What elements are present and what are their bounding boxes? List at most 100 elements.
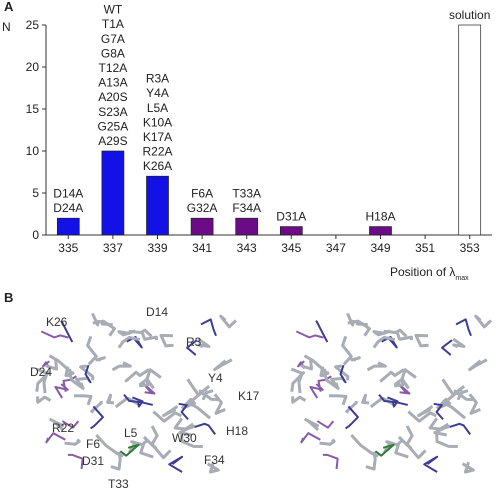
structure-bond	[84, 364, 92, 384]
residue-label: W30	[172, 431, 197, 445]
structure-bond	[128, 328, 153, 338]
structure-bond	[441, 339, 453, 356]
bar-label: T1A	[102, 17, 124, 31]
structure-bond	[162, 405, 178, 418]
structure-bond	[95, 355, 106, 362]
bar-label: G8A	[101, 46, 125, 60]
structure-bond	[67, 453, 84, 470]
structure-bond	[395, 331, 413, 341]
structure-bond	[433, 402, 444, 421]
structure-bond	[219, 314, 238, 329]
structure-bond	[414, 333, 429, 348]
structure-bond	[330, 376, 345, 389]
structure-bond	[394, 439, 409, 459]
structure-bond	[361, 393, 370, 405]
structure-bond	[73, 394, 93, 406]
x-tick-label: 339	[147, 241, 167, 255]
y-axis-label: N	[2, 20, 11, 34]
structure-bond	[397, 435, 427, 460]
structure-bond	[40, 330, 69, 339]
structure-bond	[303, 417, 320, 432]
structure-bond	[295, 330, 324, 339]
bar-label: R22A	[142, 145, 172, 159]
bar-label: G25A	[98, 119, 129, 133]
structure-bond	[178, 402, 189, 421]
x-tick-label: 345	[281, 241, 301, 255]
structure-bond	[139, 439, 154, 459]
structure-bond	[378, 394, 409, 406]
structure-bond	[372, 335, 396, 349]
structure-bond	[366, 361, 387, 372]
bar-label: Y4A	[146, 86, 169, 100]
residue-label: D31	[82, 454, 104, 468]
structure-bond	[428, 417, 450, 431]
structure-bond	[168, 455, 184, 473]
x-axis-label-main: Position of λ	[390, 265, 455, 279]
bar	[235, 217, 259, 236]
bar-label: G7A	[101, 32, 125, 46]
structure-bond	[452, 337, 466, 349]
structure-bond	[213, 393, 226, 415]
structure-bond	[142, 435, 172, 460]
structure-bond	[117, 335, 141, 349]
panel-label: A	[4, 0, 14, 14]
structure-bond	[423, 455, 439, 473]
structure-bond	[319, 438, 336, 446]
bar-label: T12A	[99, 61, 128, 75]
structure-bond	[468, 358, 488, 372]
panel-label: B	[4, 290, 13, 305]
structure-bond	[372, 329, 391, 337]
structure-bond	[61, 420, 80, 429]
bar-label: solution	[449, 8, 490, 22]
residue-label: Y4	[208, 371, 223, 385]
bar-label: A13A	[98, 76, 127, 90]
structure-bond	[86, 335, 98, 366]
x-axis-label-sub: max	[455, 275, 469, 282]
structure-bond	[213, 358, 233, 372]
x-tick-label: 343	[237, 241, 257, 255]
bar-label: A29S	[98, 134, 127, 148]
structure-bond	[142, 382, 156, 395]
x-tick-label: 349	[370, 241, 390, 255]
structure-bond	[117, 329, 136, 337]
structure-bond	[345, 405, 359, 430]
structure-bond	[150, 425, 159, 450]
bar	[279, 226, 303, 236]
structure-bond	[441, 378, 466, 397]
structure-bond	[60, 320, 74, 343]
bar-label: G32A	[187, 201, 218, 215]
structure-bond	[186, 339, 198, 356]
y-tick-label: 10	[26, 144, 40, 158]
bar-label: D31A	[276, 210, 306, 224]
structure-bond	[347, 319, 371, 337]
structure-bond	[64, 438, 81, 446]
residue-label: F6	[86, 437, 100, 451]
residue-label: R3	[186, 335, 202, 349]
y-tick-label: 0	[32, 228, 39, 242]
structure-bond	[206, 461, 220, 474]
residue-label: K17	[238, 389, 260, 403]
structure-bond	[442, 391, 467, 420]
residue-label: H18	[226, 424, 248, 438]
bar	[101, 150, 125, 236]
structure-bond	[54, 383, 69, 399]
structure-bond	[453, 389, 473, 402]
structure-bond	[383, 328, 408, 338]
bar-label: K10A	[143, 115, 172, 129]
bar-label: F6A	[191, 187, 213, 201]
structure-bond	[187, 391, 212, 420]
structure-bond	[36, 395, 52, 404]
structure-bond	[435, 431, 458, 448]
structure-bond	[90, 400, 103, 414]
structure-bond	[365, 451, 377, 471]
structure-bond	[315, 320, 329, 343]
structure-bond	[200, 318, 217, 337]
structure-bond	[111, 361, 132, 372]
structure-bond	[322, 453, 339, 470]
structure-bond	[198, 389, 218, 402]
residue-label: K26	[46, 315, 68, 329]
structure-bond	[110, 451, 122, 471]
x-tick-label: 351	[415, 241, 435, 255]
bar-label: A20S	[98, 90, 127, 104]
bar	[190, 217, 214, 236]
